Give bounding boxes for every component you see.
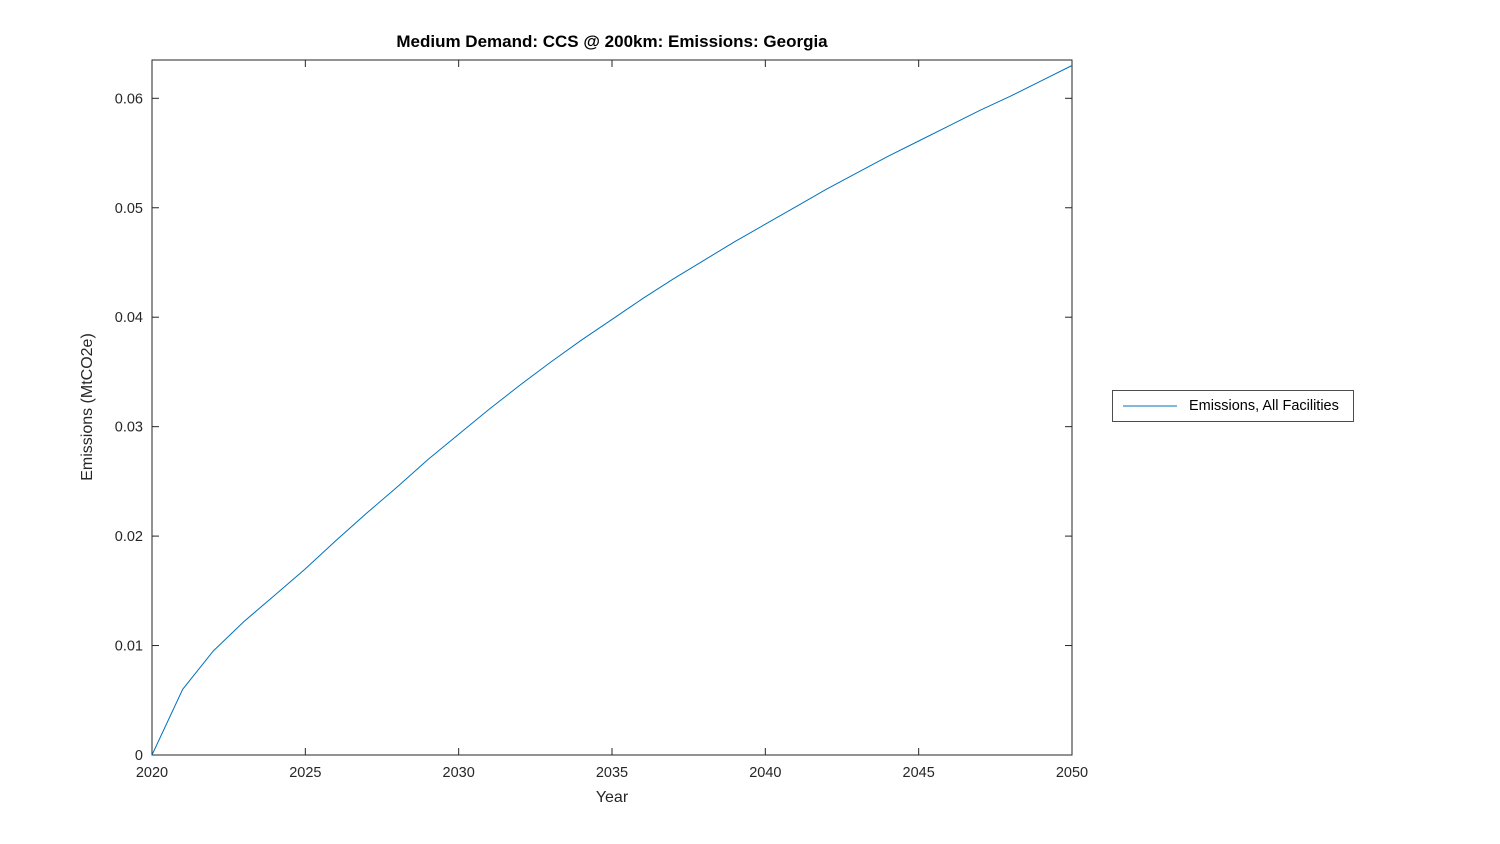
x-tick-label: 2030 [443, 765, 475, 781]
chart-title: Medium Demand: CCS @ 200km: Emissions: G… [396, 32, 828, 51]
x-tick-label: 2025 [289, 765, 321, 781]
x-axis-label: Year [595, 789, 629, 806]
y-tick-label: 0.06 [115, 91, 143, 107]
legend-line-sample [1123, 405, 1177, 407]
x-tick-label: 2035 [596, 765, 628, 781]
y-tick-label: 0.02 [115, 529, 143, 545]
y-tick-label: 0.05 [115, 201, 143, 217]
y-tick-label: 0.03 [115, 420, 143, 436]
series-line [151, 65, 1073, 756]
legend: Emissions, All Facilities [1112, 390, 1354, 422]
x-tick-label: 2045 [903, 765, 935, 781]
axes-box [151, 59, 1073, 756]
y-tick-label: 0 [135, 748, 143, 764]
legend-label: Emissions, All Facilities [1189, 398, 1339, 414]
x-tick-label: 2020 [136, 765, 168, 781]
y-tick-label: 0.04 [115, 310, 143, 326]
x-tick-label: 2040 [749, 765, 781, 781]
y-tick-label: 0.01 [115, 639, 143, 655]
x-tick-label: 2050 [1056, 765, 1088, 781]
